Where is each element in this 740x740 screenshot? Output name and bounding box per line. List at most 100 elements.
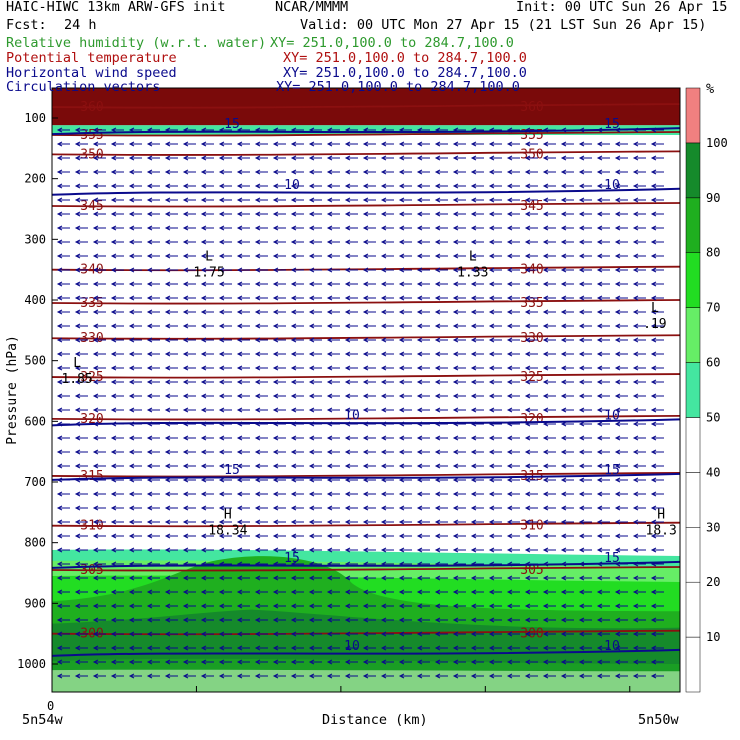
circulation-vector	[578, 169, 592, 175]
circulation-vector	[56, 505, 70, 511]
circulation-vector	[110, 519, 124, 525]
circulation-vector	[398, 477, 412, 483]
circulation-vector	[488, 253, 502, 259]
circulation-vector	[542, 365, 556, 371]
circulation-vector	[290, 239, 304, 245]
circulation-vector	[92, 127, 106, 133]
circulation-vector	[200, 575, 214, 581]
circulation-vector	[200, 519, 214, 525]
circulation-vector	[218, 617, 232, 623]
theta-field-name: Potential temperature	[6, 50, 177, 66]
circulation-vector	[614, 463, 628, 469]
circulation-vector	[650, 141, 664, 147]
circulation-vector	[506, 449, 520, 455]
circulation-vector	[218, 589, 232, 595]
circulation-vector	[362, 449, 376, 455]
circulation-vector	[290, 169, 304, 175]
circulation-vector	[92, 673, 106, 679]
circulation-vector	[506, 477, 520, 483]
circulation-vector	[524, 323, 538, 329]
circulation-vector	[416, 295, 430, 301]
circulation-vector	[146, 421, 160, 427]
circulation-vector	[452, 603, 466, 609]
circulation-vector	[452, 491, 466, 497]
circulation-vector	[200, 617, 214, 623]
circulation-vector	[560, 253, 574, 259]
circulation-vector	[542, 575, 556, 581]
circulation-vector	[398, 393, 412, 399]
circulation-vector	[578, 547, 592, 553]
circulation-vector	[146, 379, 160, 385]
circulation-vector	[326, 309, 340, 315]
circulation-vector	[200, 169, 214, 175]
circulation-vector	[128, 659, 142, 665]
circulation-vector	[254, 421, 268, 427]
circulation-vector	[146, 281, 160, 287]
circulation-vector	[182, 169, 196, 175]
circulation-vector	[578, 533, 592, 539]
circulation-vector	[560, 309, 574, 315]
circulation-vector	[92, 253, 106, 259]
circulation-vector	[254, 239, 268, 245]
circulation-vector	[182, 519, 196, 525]
circulation-vector	[614, 337, 628, 343]
circulation-vector	[218, 659, 232, 665]
circulation-vector	[614, 547, 628, 553]
circulation-vector	[524, 435, 538, 441]
circulation-vector	[452, 281, 466, 287]
circulation-vector	[470, 351, 484, 357]
circulation-vector	[308, 365, 322, 371]
circulation-vector	[488, 379, 502, 385]
circulation-vector	[452, 365, 466, 371]
circulation-vector	[74, 295, 88, 301]
circulation-vector	[272, 295, 286, 301]
circulation-vector	[128, 519, 142, 525]
circulation-vector	[542, 519, 556, 525]
x-axis-start-tick: 0	[47, 699, 55, 713]
circulation-vector	[452, 169, 466, 175]
circulation-vector	[308, 253, 322, 259]
circulation-vector	[272, 519, 286, 525]
isentrope-label-right-325: 325	[520, 370, 543, 385]
circulation-vector	[326, 295, 340, 301]
circulation-vector	[326, 659, 340, 665]
circulation-vector	[398, 631, 412, 637]
circulation-vector	[416, 351, 430, 357]
circulation-vector	[488, 295, 502, 301]
circulation-vector	[326, 127, 340, 133]
circulation-vector	[56, 631, 70, 637]
circulation-vector	[56, 477, 70, 483]
circulation-vector	[398, 239, 412, 245]
circulation-vector	[200, 295, 214, 301]
circulation-vector	[200, 225, 214, 231]
circulation-vector	[74, 309, 88, 315]
circulation-vector	[650, 197, 664, 203]
circulation-vector	[164, 561, 178, 567]
circulation-vector	[506, 281, 520, 287]
colorbar-label-90: 90	[706, 191, 720, 205]
circulation-vector	[326, 421, 340, 427]
circulation-vector	[488, 435, 502, 441]
circulation-vector	[146, 393, 160, 399]
circulation-vector	[200, 127, 214, 133]
circulation-vector	[146, 169, 160, 175]
circulation-vector	[362, 421, 376, 427]
circulation-vector	[74, 533, 88, 539]
circulation-vector	[578, 393, 592, 399]
circulation-vector	[542, 337, 556, 343]
circulation-vector	[560, 169, 574, 175]
circulation-vector	[344, 239, 358, 245]
circulation-vector	[524, 547, 538, 553]
circulation-vector	[506, 337, 520, 343]
circulation-vector	[326, 183, 340, 189]
circulation-vector	[488, 519, 502, 525]
circulation-vector	[74, 393, 88, 399]
circulation-vector	[92, 589, 106, 595]
circulation-vector	[200, 379, 214, 385]
circulation-vector	[218, 211, 232, 217]
circulation-vector	[164, 379, 178, 385]
circulation-vector	[344, 673, 358, 679]
circulation-vector	[344, 491, 358, 497]
circulation-vector	[632, 211, 646, 217]
circulation-vector	[632, 491, 646, 497]
